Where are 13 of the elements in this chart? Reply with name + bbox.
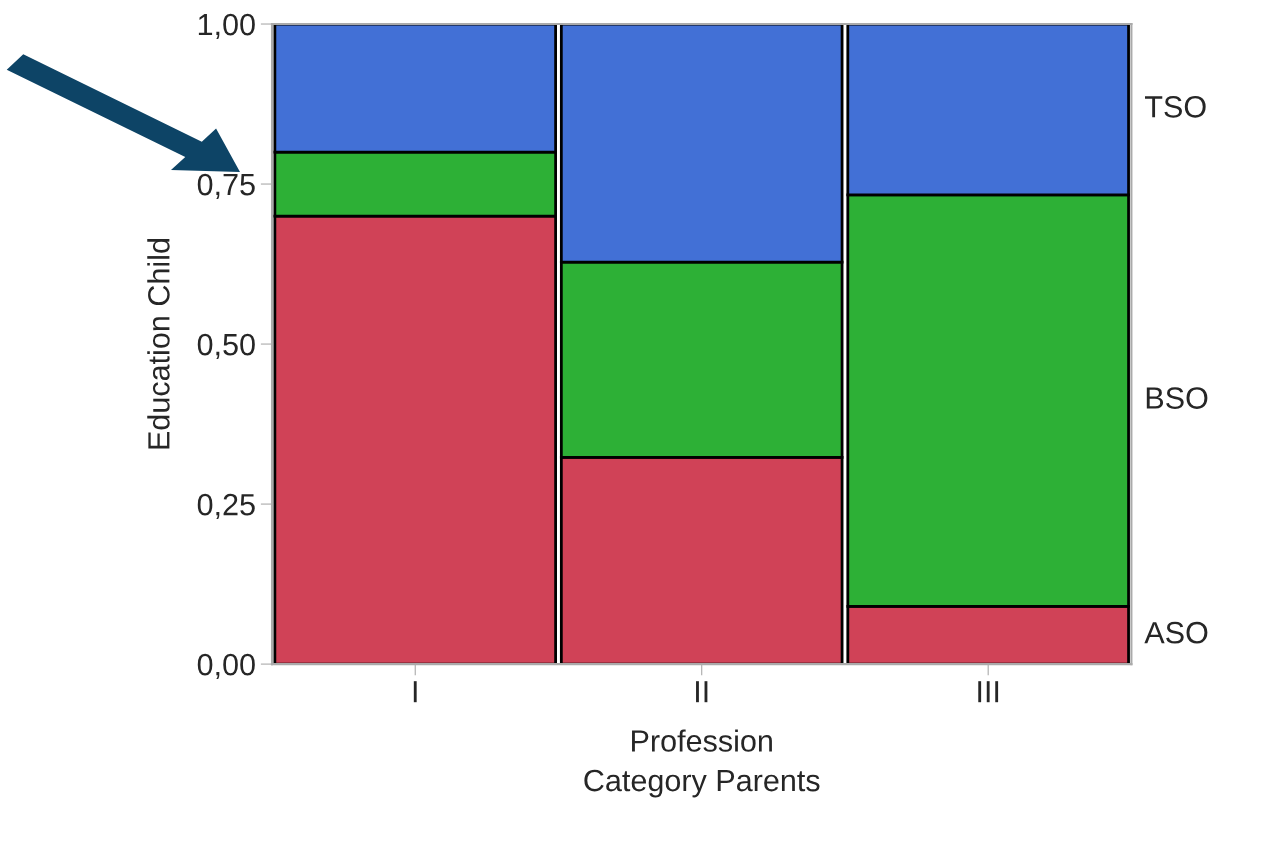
y-tick-label: 0,00 [197,653,255,680]
y-tick-label: 0,75 [197,173,255,200]
x-tick-label: II [696,681,708,703]
series-label: BSO [1146,387,1208,409]
series-label: TSO [1145,96,1206,118]
y-tick-label: 0,25 [197,493,255,520]
y-axis-title: Education Child [147,239,170,449]
y-tick-label: 0,50 [197,333,255,360]
x-tick-label: III [978,681,999,703]
y-tick-label: 1,00 [198,13,255,40]
series-label: ASO [1144,621,1208,644]
x-tick-label: I [413,681,417,703]
x-axis-title: Profession Category Parents [584,729,820,798]
